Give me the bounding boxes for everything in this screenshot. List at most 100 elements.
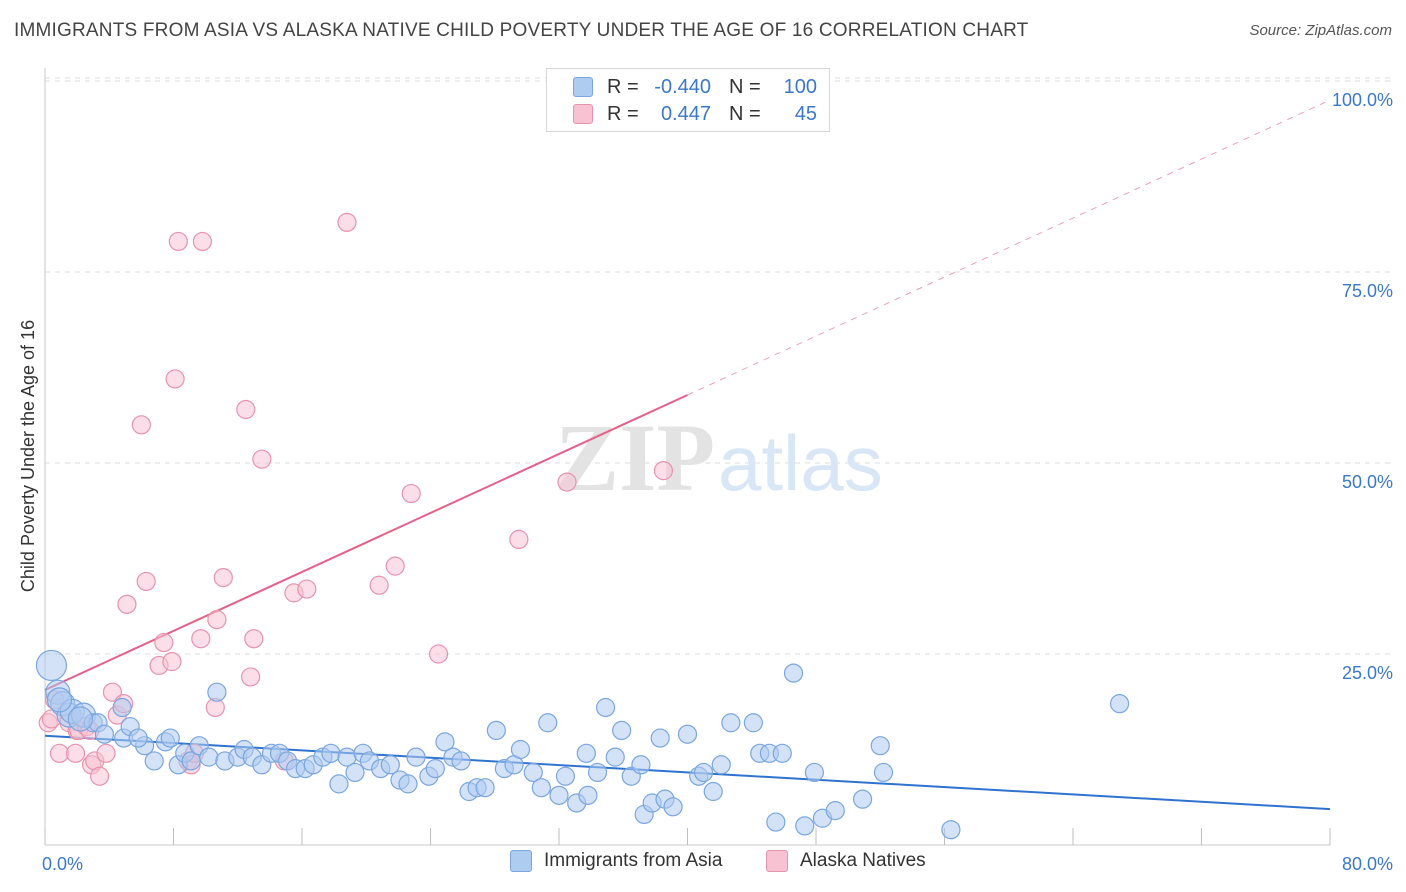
- watermark-atlas: atlas: [718, 419, 883, 507]
- data-point-alaska: [65, 743, 86, 763]
- data-point-asia: [693, 762, 714, 783]
- legend-r-label: R =: [607, 75, 639, 98]
- chart-title: IMMIGRANTS FROM ASIA VS ALASKA NATIVE CH…: [14, 20, 1029, 41]
- data-point-asia: [523, 762, 543, 783]
- data-point-asia: [329, 774, 349, 794]
- data-point-asia: [721, 713, 741, 733]
- y-tick-label: 100.0%: [1332, 90, 1393, 110]
- data-point-asia: [703, 781, 723, 802]
- data-point-asia: [94, 724, 115, 744]
- data-point-asia: [612, 720, 632, 741]
- y-tick-label: 50.0%: [1342, 472, 1393, 492]
- chart-source: Source: ZipAtlas.com: [1249, 22, 1392, 39]
- legend-item-alaska[interactable]: Alaska Natives: [766, 850, 926, 872]
- legend-n-label: N =: [729, 102, 761, 125]
- legend-r-label: R =: [607, 102, 639, 125]
- data-point-alaska: [96, 743, 116, 763]
- data-point-asia: [650, 728, 670, 748]
- data-point-asia: [663, 797, 683, 817]
- data-point-asia: [380, 755, 400, 775]
- y-axis-title: Child Poverty Under the Age of 16: [18, 320, 38, 592]
- data-point-alaska: [49, 743, 70, 763]
- data-point-asia: [587, 762, 608, 783]
- data-point-alaska: [428, 644, 449, 664]
- x-tick-label: 80.0%: [1342, 854, 1393, 874]
- data-point-alaska: [191, 629, 211, 649]
- data-point-alaska: [252, 449, 272, 469]
- data-point-alaska: [162, 652, 182, 672]
- legend-label-alaska: Alaska Natives: [800, 850, 926, 871]
- data-point-alaska: [297, 579, 317, 599]
- data-point-alaska: [168, 231, 188, 252]
- data-point-asia: [207, 682, 227, 702]
- correlation-legend: R = -0.440 N = 100 R = 0.447 N = 45: [546, 68, 830, 132]
- data-point-asia: [538, 713, 558, 733]
- data-point-asia: [144, 751, 164, 771]
- data-point-alaska: [244, 629, 264, 649]
- data-point-alaska: [117, 594, 137, 614]
- data-point-asia: [605, 747, 625, 767]
- legend-item-asia[interactable]: Immigrants from Asia: [510, 850, 722, 872]
- trend-line-extension-1: [687, 99, 1331, 396]
- data-point-asia: [555, 766, 576, 786]
- x-tick-label: 0.0%: [42, 854, 83, 874]
- trend-line-1: [44, 394, 688, 691]
- data-point-asia: [795, 816, 815, 836]
- data-point-asia: [576, 743, 596, 763]
- legend-swatch-alaska: [766, 850, 788, 872]
- legend-swatch-asia: [510, 850, 532, 872]
- y-tick-label: 75.0%: [1342, 281, 1393, 301]
- data-point-alaska: [90, 766, 110, 786]
- data-point-asia: [35, 649, 68, 682]
- data-point-asia: [321, 743, 341, 763]
- data-point-asia: [531, 778, 551, 798]
- data-point-alaska: [653, 461, 674, 481]
- data-point-asia: [160, 728, 180, 748]
- data-point-asia: [595, 697, 616, 718]
- data-point-alaska: [369, 575, 389, 595]
- data-point-asia: [578, 785, 598, 805]
- data-point-alaska: [131, 415, 151, 435]
- data-point-asia: [345, 762, 365, 783]
- data-point-asia: [870, 736, 890, 756]
- data-point-alaska: [165, 369, 185, 389]
- data-point-asia: [486, 720, 506, 741]
- legend-swatch-alaska: [573, 104, 593, 124]
- data-point-alaska: [401, 483, 421, 504]
- data-point-asia: [549, 785, 569, 805]
- data-point-asia: [451, 751, 471, 771]
- watermark-zip: ZIP: [555, 404, 715, 511]
- trend-line-0: [44, 734, 1331, 811]
- data-point-asia: [711, 755, 731, 775]
- data-point-asia: [804, 762, 824, 783]
- data-point-asia: [67, 706, 93, 732]
- data-point-asia: [743, 713, 763, 733]
- data-point-alaska: [213, 567, 233, 588]
- data-points: [35, 212, 1130, 840]
- data-point-alaska: [207, 610, 227, 630]
- y-tick-label: 25.0%: [1342, 663, 1393, 683]
- data-point-asia: [406, 747, 426, 767]
- data-point-asia: [677, 724, 698, 744]
- data-point-asia: [772, 743, 792, 763]
- legend-n-label: N =: [729, 75, 761, 98]
- data-point-asia: [128, 728, 148, 748]
- data-point-alaska: [385, 556, 405, 576]
- gridlines: [45, 77, 1395, 655]
- legend-label-asia: Immigrants from Asia: [544, 850, 723, 871]
- data-point-alaska: [102, 682, 123, 702]
- data-point-asia: [46, 687, 73, 713]
- data-point-asia: [852, 789, 873, 809]
- data-point-alaska: [136, 571, 156, 592]
- legend-n-value: 45: [794, 102, 817, 125]
- data-point-alaska: [241, 667, 261, 687]
- data-point-asia: [475, 778, 495, 798]
- series-legend: Immigrants from Asia Alaska Natives: [0, 850, 1406, 878]
- data-point-asia: [435, 732, 455, 752]
- data-point-asia: [398, 774, 418, 794]
- legend-row-alaska: R = 0.447 N = 45: [573, 101, 817, 127]
- data-point-asia: [199, 747, 219, 767]
- data-point-asia: [631, 755, 651, 775]
- data-point-alaska: [154, 632, 174, 653]
- legend-r-value: 0.447: [660, 102, 711, 125]
